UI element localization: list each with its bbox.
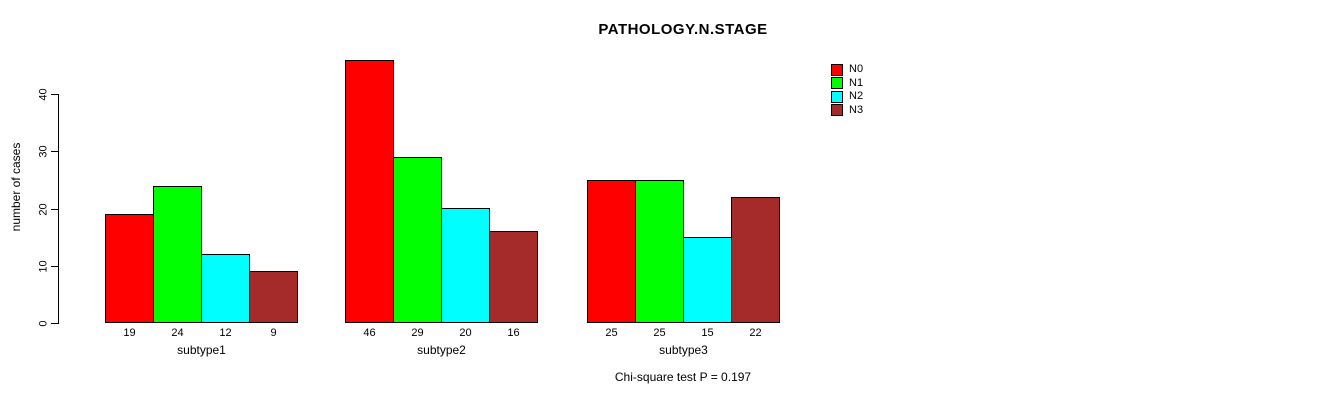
legend-label-N0: N0 (849, 63, 864, 75)
bar-subtype1-N0 (105, 214, 154, 323)
bar-value-label-subtype3-N1: 25 (653, 327, 666, 339)
y-axis-tick-label: 10 (37, 260, 50, 273)
bar-value-label-subtype3-N3: 22 (749, 327, 762, 339)
bar-value-label-subtype3-N2: 15 (701, 327, 714, 339)
legend: N0 N1 N2 N3 (831, 63, 864, 116)
bar-value-label-subtype1-N3: 9 (270, 327, 277, 339)
bar-value-label-subtype3-N0: 25 (605, 327, 618, 339)
bar-value-label-subtype2-N0: 46 (363, 327, 376, 339)
legend-label-N1: N1 (849, 76, 864, 89)
bar-value-label-subtype1-N1: 24 (171, 327, 184, 339)
bar-subtype2-N3 (489, 231, 538, 323)
bar-subtype2-N1 (393, 157, 442, 323)
y-axis-line (58, 94, 59, 324)
legend-swatch-N1 (831, 77, 843, 89)
bar-subtype1-N3 (249, 271, 298, 323)
bar-subtype3-N2 (683, 237, 732, 323)
y-axis-tick-label: 40 (37, 88, 50, 101)
legend-item-N1: N1 (831, 76, 864, 89)
legend-swatch-N0 (831, 63, 843, 76)
y-axis-tick-label: 20 (37, 203, 50, 216)
legend-item-N0: N0 (831, 63, 864, 76)
chi-square-annotation: Chi-square test P = 0.197 (614, 370, 752, 384)
bar-value-label-subtype2-N1: 29 (411, 327, 424, 339)
bar-subtype3-N3 (731, 197, 780, 323)
bar-value-label-subtype1-N2: 12 (219, 327, 232, 339)
legend-swatch-N3 (831, 104, 843, 116)
category-label-subtype2: subtype2 (417, 343, 466, 357)
bar-subtype1-N1 (153, 186, 202, 323)
bar-subtype3-N1 (635, 180, 684, 323)
y-axis-tick (51, 94, 58, 95)
chart-title: PATHOLOGY.N.STAGE (598, 21, 768, 38)
legend-label-N3: N3 (849, 103, 864, 116)
category-label-subtype3: subtype3 (659, 343, 708, 357)
bar-subtype1-N2 (201, 254, 250, 323)
y-axis-tick-label: 30 (37, 145, 50, 158)
y-axis-tick (51, 209, 58, 210)
bar-subtype2-N0 (345, 60, 394, 323)
y-axis-label: number of cases (9, 142, 23, 232)
category-label-subtype1: subtype1 (177, 343, 226, 357)
bar-value-label-subtype2-N3: 16 (507, 327, 520, 339)
y-axis-tick (51, 151, 58, 152)
bar-value-label-subtype2-N2: 20 (459, 327, 472, 339)
bar-value-label-subtype1-N0: 19 (123, 327, 136, 339)
legend-swatch-N2 (831, 90, 843, 103)
y-axis-tick (51, 323, 58, 324)
bar-subtype3-N0 (587, 180, 636, 323)
bar-subtype2-N2 (441, 208, 490, 323)
legend-item-N3: N3 (831, 103, 864, 116)
legend-item-N2: N2 (831, 90, 864, 103)
legend-label-N2: N2 (849, 90, 864, 102)
y-axis-tick (51, 266, 58, 267)
y-axis-tick-label: 0 (37, 320, 50, 327)
